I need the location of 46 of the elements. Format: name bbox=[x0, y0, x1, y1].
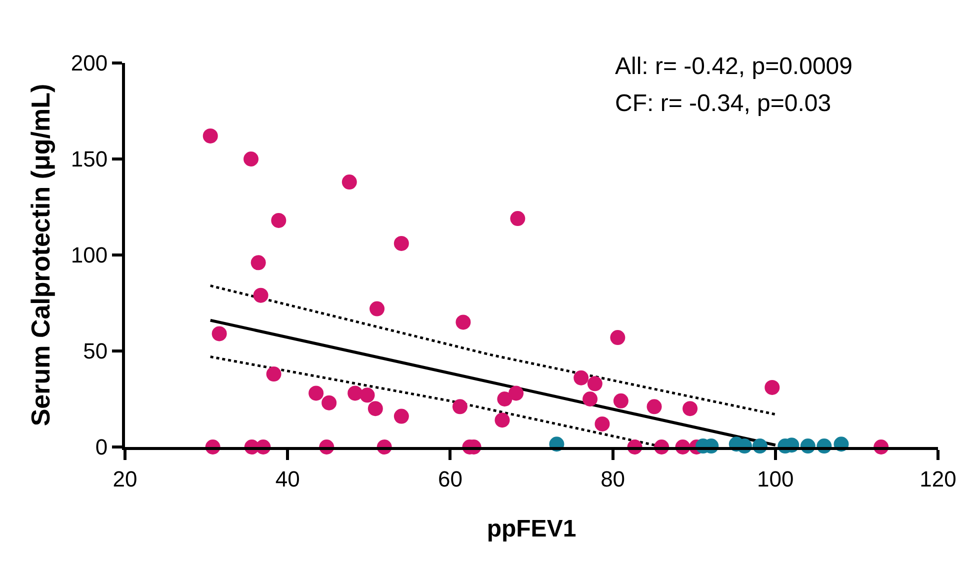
point bbox=[587, 376, 602, 392]
y-tick-label: 0 bbox=[95, 434, 108, 460]
point bbox=[253, 288, 268, 303]
x-tick-label: 40 bbox=[275, 466, 300, 492]
annotation: CF: r= -0.34, p=0.03 bbox=[615, 90, 832, 117]
point bbox=[508, 386, 524, 401]
x-tick-label: 60 bbox=[438, 466, 462, 492]
point bbox=[594, 416, 610, 432]
x-tick-label: 80 bbox=[600, 466, 626, 492]
x-tick-label: 100 bbox=[757, 466, 794, 492]
point bbox=[582, 392, 598, 406]
point bbox=[244, 152, 259, 166]
point bbox=[322, 395, 337, 410]
y-tick-label: 200 bbox=[70, 50, 108, 76]
point bbox=[452, 399, 468, 414]
point bbox=[271, 212, 286, 228]
point bbox=[212, 326, 227, 342]
point bbox=[394, 408, 409, 424]
y-tick-label: 50 bbox=[83, 338, 108, 364]
x-axis-title: ppFEV1 bbox=[486, 516, 576, 543]
point bbox=[682, 401, 698, 416]
point bbox=[342, 174, 357, 190]
point bbox=[613, 393, 628, 408]
annotation: All: r= -0.42, p=0.0009 bbox=[615, 53, 852, 80]
x-tick-label: 120 bbox=[920, 466, 956, 492]
point bbox=[574, 370, 589, 386]
point bbox=[370, 301, 385, 316]
point bbox=[368, 401, 383, 416]
point bbox=[610, 330, 626, 346]
y-tick-label: 100 bbox=[70, 242, 108, 268]
point bbox=[202, 128, 218, 144]
point bbox=[494, 412, 510, 428]
point bbox=[308, 386, 324, 401]
point bbox=[510, 211, 526, 226]
point bbox=[266, 366, 282, 382]
point bbox=[250, 255, 266, 270]
point bbox=[348, 386, 363, 401]
y-axis-title: Serum Calprotectin (μg/mL) bbox=[25, 84, 56, 426]
point bbox=[456, 314, 471, 330]
point bbox=[394, 236, 409, 251]
y-tick-label: 150 bbox=[70, 146, 108, 172]
point bbox=[360, 388, 375, 403]
x-tick-label: 20 bbox=[112, 466, 138, 492]
point bbox=[764, 380, 780, 395]
point bbox=[646, 399, 662, 414]
point bbox=[497, 392, 512, 406]
